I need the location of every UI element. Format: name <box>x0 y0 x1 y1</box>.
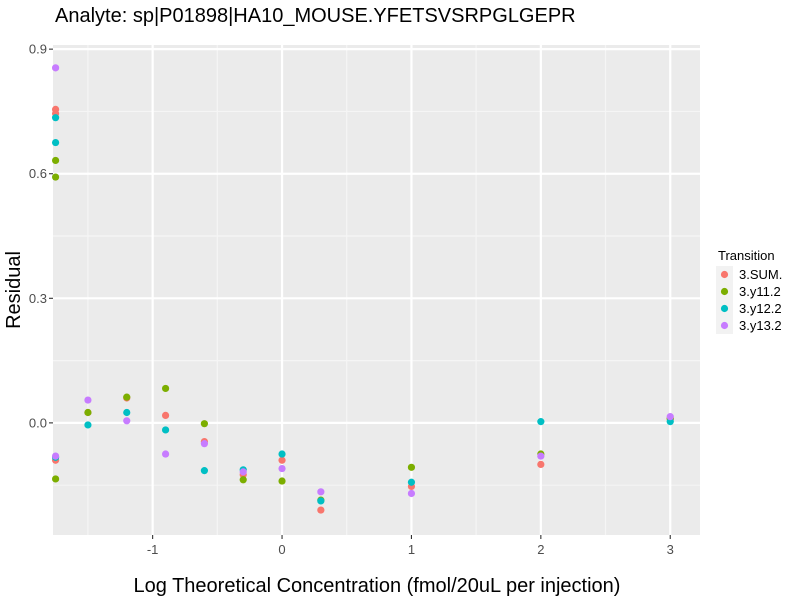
data-point <box>51 114 60 122</box>
data-point <box>537 418 545 426</box>
minor-gridlines <box>53 45 700 535</box>
data-point <box>666 418 674 426</box>
data-point <box>51 452 60 460</box>
data-point <box>200 467 208 475</box>
y-tick-label: 0.3 <box>29 291 47 306</box>
x-axis-title: Log Theoretical Concentration (fmol/20uL… <box>134 575 621 597</box>
data-point <box>161 411 170 420</box>
data-point <box>278 464 286 473</box>
y-tick-label: 0.0 <box>29 415 47 430</box>
plot-panel <box>53 45 700 535</box>
legend: Transition 3.SUM. 3.y11.2 3.y12.2 3.y13.2 <box>716 248 782 334</box>
legend-marker <box>720 304 729 313</box>
data-point <box>84 408 92 417</box>
data-point <box>537 460 545 469</box>
data-point <box>278 450 286 458</box>
legend-marker <box>720 270 729 279</box>
data-point <box>239 476 247 484</box>
legend-label: 3.y12.2 <box>739 301 782 316</box>
data-point <box>278 477 286 485</box>
x-tick-label: 2 <box>537 542 544 557</box>
data-point <box>84 421 92 429</box>
legend-label: 3.y11.2 <box>739 284 781 299</box>
data-point <box>51 138 60 147</box>
y-tick-label: 0.9 <box>29 42 47 57</box>
legend-label: 3.y13.2 <box>739 318 782 333</box>
data-point <box>123 417 131 425</box>
data-point <box>666 413 674 421</box>
data-point <box>537 452 545 460</box>
legend-marker <box>720 287 729 296</box>
x-tick-label: 1 <box>408 542 415 557</box>
data-point <box>84 396 92 404</box>
legend-marker <box>720 321 729 330</box>
data-point <box>200 420 208 428</box>
data-point <box>317 506 325 514</box>
data-point <box>161 384 170 393</box>
x-axis-ticks: -1 0 1 2 3 <box>147 535 674 557</box>
data-point <box>161 426 170 434</box>
data-point <box>200 440 208 448</box>
data-point <box>239 468 247 476</box>
data-point <box>317 488 325 496</box>
data-point <box>407 489 416 498</box>
data-point <box>123 408 131 417</box>
data-point <box>51 156 60 165</box>
chart-title: Analyte: sp|P01898|HA10_MOUSE.YFETSVSRPG… <box>55 5 576 27</box>
x-tick-label: 3 <box>667 542 674 557</box>
y-tick-label: 0.6 <box>29 166 47 181</box>
data-point <box>161 450 170 458</box>
data-points <box>51 64 674 514</box>
data-point <box>407 478 416 486</box>
data-point <box>317 497 325 505</box>
data-point <box>51 475 60 483</box>
y-axis-title: Residual <box>3 251 25 329</box>
data-point <box>51 173 60 181</box>
x-tick-label: 0 <box>278 542 285 557</box>
legend-label: 3.SUM. <box>739 267 782 282</box>
data-point <box>51 64 60 72</box>
x-tick-label: -1 <box>147 542 159 557</box>
data-point <box>278 456 286 464</box>
data-point <box>123 393 131 401</box>
y-axis-ticks: 0.0 0.3 0.6 0.9 <box>29 42 53 430</box>
legend-items: 3.SUM. 3.y11.2 3.y12.2 3.y13.2 <box>716 266 782 334</box>
legend-title: Transition <box>718 248 775 263</box>
data-point <box>407 463 416 471</box>
